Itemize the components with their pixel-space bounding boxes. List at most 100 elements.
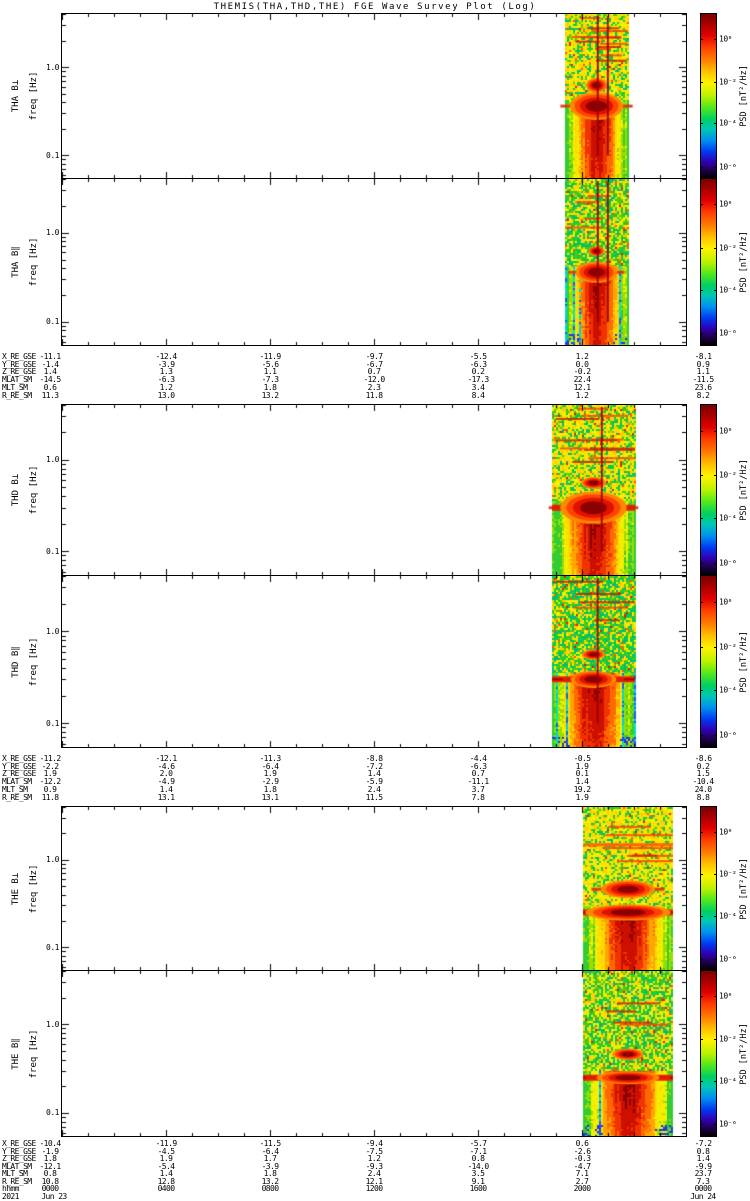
- ephemeris-value: -0.5: [573, 754, 591, 763]
- colorbar-axis-label-thd-bpar: PSD [nT²/Hz]: [739, 630, 749, 693]
- colorbar-tickmark: [714, 646, 717, 648]
- ephemeris-value: -9.7: [365, 352, 383, 361]
- time-tick-value: 0000: [694, 1184, 712, 1193]
- ephemeris-value: 1.1: [263, 367, 277, 377]
- ephemeris-value: 12.1: [365, 1176, 383, 1186]
- ephemeris-row-label-z_re_gse: Z_RE_GSE: [2, 1154, 36, 1163]
- ephemeris-value: 1.8: [263, 382, 277, 392]
- spectrogram-canvas-thd-bpar: [62, 576, 686, 747]
- colorbar-tick-label-1-tha-bpar: 10⁻²: [719, 243, 737, 253]
- ephemeris-value: -4.6: [157, 761, 175, 771]
- colorbar-tick-label-0-thd-bpar: 10⁰: [719, 597, 732, 607]
- colorbar-tick-label-0-the-bperp: 10⁰: [719, 827, 732, 837]
- colorbar-tickmark: [714, 289, 717, 291]
- ephemeris-value: 0.1: [575, 769, 589, 779]
- ephemeris-value: -14.0: [467, 1161, 489, 1171]
- ephemeris-value: 13.0: [157, 390, 175, 400]
- spectrogram-panel-thd-bpar: [61, 575, 687, 748]
- ephemeris-value: 12.1: [573, 382, 591, 392]
- ephemeris-value: -6.4: [261, 1146, 279, 1156]
- colorbar-tickmark: [714, 563, 717, 565]
- panel-ylabel-tha-bperp: THA B⊥: [11, 79, 21, 113]
- ephemeris-value: 24.0: [694, 784, 712, 794]
- ephemeris-value: 2.0: [159, 769, 173, 779]
- freq-tick-1p0-tha-bperp: 1.0: [46, 62, 59, 72]
- ephemeris-value: -11.9: [155, 1139, 177, 1148]
- colorbar-tick-label-2-thd-bpar: 10⁻⁴: [719, 685, 737, 695]
- ephemeris-value: 8.4: [471, 390, 485, 400]
- ephemeris-value: 1.4: [159, 784, 173, 794]
- colorbar-tickmark: [714, 204, 717, 206]
- ephemeris-value: -9.4: [365, 1139, 383, 1148]
- ephemeris-row-label-r_re_sm: R_RE_SM: [2, 1176, 32, 1186]
- ephemeris-value: -3.9: [261, 1161, 279, 1171]
- ephemeris-value: 23.7: [694, 1169, 712, 1178]
- colorbar-tickmark: [714, 166, 717, 168]
- ephemeris-value: -7.2: [694, 1139, 712, 1148]
- colorbar-tickmark: [700, 1039, 703, 1041]
- ephemeris-value: -3.9: [157, 359, 175, 369]
- ephemeris-value: -11.2: [39, 754, 61, 763]
- freq-tick-0p1-the-bpar: 0.1: [46, 1108, 59, 1118]
- ephemeris-value: -5.7: [469, 1139, 487, 1148]
- ephemeris-value: -6.3: [469, 359, 487, 369]
- ephemeris-value: 7.8: [471, 792, 485, 802]
- ephemeris-value: 0.6: [43, 382, 57, 392]
- colorbar-axis-label-the-bperp: PSD [nT²/Hz]: [739, 857, 749, 920]
- ephemeris-value: 8.2: [696, 390, 710, 400]
- colorbar-the-bpar: [700, 970, 717, 1137]
- ephemeris-value: 1.3: [159, 367, 173, 377]
- time-tick-value: 2000: [573, 1184, 591, 1193]
- ephemeris-value: 2.4: [367, 1169, 381, 1178]
- colorbar-tick-label-3-thd-bpar: 10⁻⁶: [719, 730, 737, 740]
- ephemeris-value: -4.9: [157, 777, 175, 787]
- ephemeris-row-label-x_re_gse: X_RE_GSE: [2, 352, 36, 361]
- freq-tick-0p1-tha-bpar: 0.1: [46, 317, 59, 327]
- colorbar-tickmark: [700, 38, 703, 40]
- ephemeris-value: -7.2: [365, 761, 383, 771]
- ephemeris-value: -14.5: [39, 375, 61, 385]
- colorbar-tickmark: [700, 601, 703, 603]
- ephemeris-value: -12.4: [155, 352, 177, 361]
- ephemeris-value: -7.3: [261, 375, 279, 385]
- ephemeris-value: 0.9: [43, 784, 57, 794]
- ephemeris-value: 13.1: [261, 792, 279, 802]
- ephemeris-value: -8.6: [694, 754, 712, 763]
- colorbar-tickmark: [700, 430, 703, 432]
- panel-ylabel-the-bperp: THE B⊥: [11, 872, 21, 905]
- time-tick-value: 0400: [157, 1184, 175, 1193]
- ephemeris-value: 0.2: [471, 367, 485, 377]
- ephemeris-value: 1.1: [696, 367, 710, 377]
- colorbar-tickmark: [714, 690, 717, 692]
- ephemeris-row-label-y_re_gse: Y_RE_GSE: [2, 761, 36, 771]
- colorbar-tickmark: [700, 204, 703, 206]
- colorbar-tickmark: [714, 1039, 717, 1041]
- colorbar-tick-label-1-thd-bperp: 10⁻²: [719, 470, 737, 480]
- ephemeris-value: -5.5: [469, 352, 487, 361]
- ephemeris-value: -12.1: [155, 754, 177, 763]
- freq-tick-0p1-thd-bperp: 0.1: [46, 546, 59, 556]
- ephemeris-row-label-mlt_sm: MLT_SM: [2, 1169, 28, 1178]
- colorbar-tickmark: [714, 735, 717, 737]
- freq-axis-label-the-bperp: freq [Hz]: [29, 864, 39, 913]
- ephemeris-value: 1.9: [575, 792, 589, 802]
- freq-tick-1p0-tha-bpar: 1.0: [46, 228, 59, 238]
- spectrogram-panel-the-bpar: [61, 970, 687, 1137]
- ephemeris-value: 0.8: [696, 1146, 710, 1156]
- colorbar-tickmark: [700, 475, 703, 477]
- colorbar-tick-label-3-thd-bperp: 10⁻⁶: [719, 558, 737, 568]
- freq-axis-label-tha-bperp: freq [Hz]: [29, 71, 39, 121]
- ephemeris-value: 13.1: [157, 792, 175, 802]
- ephemeris-value: 1.7: [263, 1154, 277, 1163]
- ephemeris-value: -0.3: [573, 1154, 591, 1163]
- colorbar-tickmark: [714, 81, 717, 83]
- ephemeris-value: -4.7: [573, 1161, 591, 1171]
- colorbar-tickmark: [714, 1081, 717, 1083]
- ephemeris-value: 1.2: [575, 352, 589, 361]
- colorbar-tickmark: [700, 81, 703, 83]
- ephemeris-value: -6.7: [365, 359, 383, 369]
- colorbar-tickmark: [700, 289, 703, 291]
- freq-tick-1p0-thd-bpar: 1.0: [46, 626, 59, 636]
- ephemeris-row-label-y_re_gse: Y_RE_GSE: [2, 1146, 36, 1156]
